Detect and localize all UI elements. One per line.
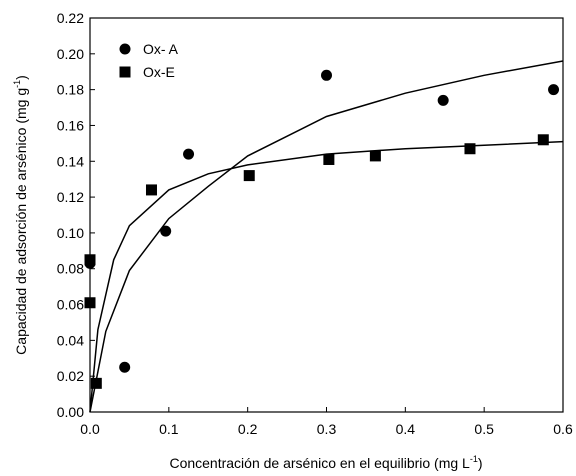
point-ox-e <box>537 134 549 146</box>
legend-label: Ox-E <box>143 64 175 80</box>
y-tick-label: 0.10 <box>57 225 84 241</box>
point-ox-a <box>160 225 172 237</box>
axis-ticks: 0.0 0.1 0.2 0.3 0.4 0.5 0.6 0.00 0.02 0.04 0.06 0.0… <box>57 10 573 437</box>
point-ox-a <box>437 94 449 106</box>
y-axis-title: Capacidad de adsorción de arsénico (mg g… <box>12 75 29 355</box>
fit-curve-ox-e <box>89 140 564 413</box>
legend-marker-square <box>119 66 131 78</box>
y-tick-label: 0.22 <box>57 10 84 26</box>
y-tick-label: 0.12 <box>57 189 84 205</box>
point-ox-a <box>183 148 195 160</box>
y-tick-label: 0.08 <box>57 261 84 277</box>
point-ox-e <box>84 297 96 309</box>
point-ox-e <box>84 254 96 266</box>
y-tick-label: 0.14 <box>57 153 84 169</box>
point-ox-a <box>321 69 332 81</box>
point-ox-e <box>90 377 102 389</box>
fit-curve-ox-a <box>89 60 564 413</box>
x-tick-label: 0.3 <box>317 421 337 437</box>
legend-label: Ox- A <box>143 41 179 57</box>
legend: Ox- A Ox-E <box>119 41 179 80</box>
point-ox-a <box>119 361 131 373</box>
point-ox-e <box>145 184 157 196</box>
point-ox-e <box>243 170 255 182</box>
x-tick-label: 0.1 <box>159 421 179 437</box>
point-ox-e <box>369 150 381 162</box>
point-ox-a <box>548 84 560 96</box>
y-tick-label: 0.00 <box>57 404 84 420</box>
y-tick-label: 0.02 <box>57 368 84 384</box>
x-tick-label: 0.2 <box>238 421 258 437</box>
y-tick-label: 0.16 <box>57 117 84 133</box>
fit-curves <box>89 60 564 413</box>
y-tick-label: 0.20 <box>57 46 84 62</box>
x-axis-title: Concentración de arsénico en el equilibr… <box>169 454 482 471</box>
legend-marker-circle <box>119 43 131 55</box>
x-tick-label: 0.0 <box>80 421 100 437</box>
y-tick-label: 0.18 <box>57 82 84 98</box>
data-points <box>84 69 560 389</box>
y-tick-label: 0.04 <box>57 332 84 348</box>
point-ox-e <box>464 143 476 155</box>
x-tick-label: 0.5 <box>474 421 494 437</box>
point-ox-e <box>323 153 335 165</box>
y-tick-label: 0.06 <box>57 297 84 313</box>
x-tick-label: 0.4 <box>396 421 416 437</box>
x-tick-label: 0.6 <box>553 421 573 437</box>
